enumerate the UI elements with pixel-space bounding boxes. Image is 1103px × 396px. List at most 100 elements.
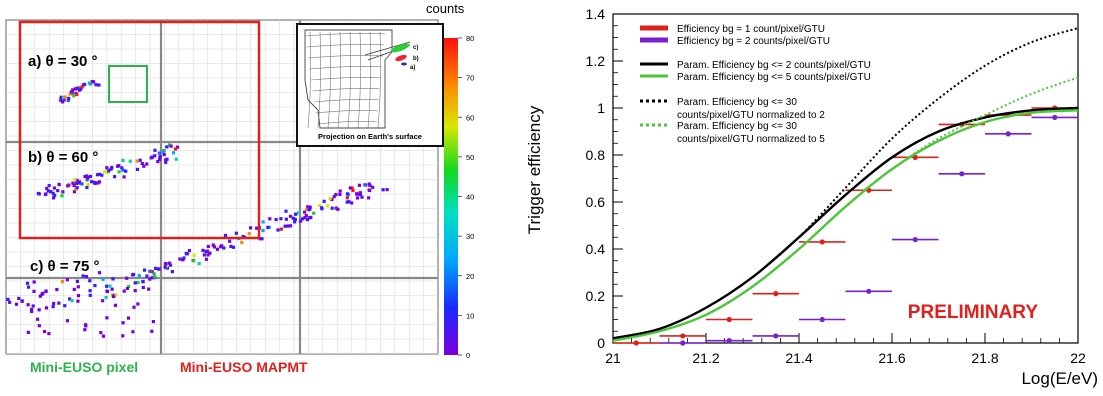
colorbar (444, 38, 458, 355)
track-pixel (111, 294, 116, 299)
track-pixel (26, 330, 30, 335)
inset-mesh-line (347, 31, 351, 129)
track-pixel (300, 217, 305, 221)
track-pixel (133, 289, 137, 293)
track-pixel (291, 216, 295, 220)
track-pixel (334, 192, 338, 197)
track-pixel (71, 88, 75, 92)
track-pixel (83, 328, 87, 332)
y-tick-label: 0.4 (586, 241, 606, 257)
track-pixel (61, 100, 65, 104)
track-pixel (77, 180, 82, 184)
track-pixel (358, 191, 362, 195)
track-pixel (164, 160, 168, 164)
x-tick-label: 21.8 (971, 350, 998, 366)
track-pixel (334, 206, 338, 210)
inset-track-a (401, 62, 407, 66)
track-pixel (72, 94, 76, 98)
track-pixel (90, 180, 94, 184)
track-pixel (303, 210, 307, 214)
track-pixel (14, 302, 19, 306)
track-pixel (367, 188, 371, 192)
track-pixel (6, 297, 10, 301)
inset-mesh-line (337, 31, 341, 129)
track-pixel (32, 280, 36, 284)
track-pixel (93, 180, 97, 185)
colorbar-tick-label: 80 (466, 34, 474, 43)
track-pixel (147, 287, 151, 291)
track-pixel (84, 274, 88, 279)
track-pixel (288, 224, 293, 228)
track-pixel (56, 188, 60, 193)
track-pixel (261, 220, 265, 224)
track-pixel (296, 211, 300, 215)
track-pixel (175, 145, 180, 149)
inset-mesh-line (310, 77, 382, 81)
inset-mesh-line (367, 31, 371, 129)
track-pixel (138, 158, 142, 162)
track-pixel (98, 172, 102, 176)
track-pixel (260, 237, 264, 241)
track-pixel (279, 227, 283, 231)
track-pixel (303, 215, 307, 220)
track-pixel (131, 330, 135, 334)
track-pixel (345, 200, 349, 204)
inset-mesh-line (307, 55, 384, 59)
x-tick-label: 21.2 (692, 350, 719, 366)
track-pixel (67, 96, 71, 101)
colorbar-tick-label: 0 (466, 351, 470, 360)
track-pixel (95, 173, 100, 177)
inset-track-b (395, 54, 407, 62)
track-pixel (57, 301, 61, 305)
angle-label-a: a) θ = 30 ° (28, 53, 98, 70)
data-point (680, 340, 686, 346)
track-pixel (381, 188, 385, 192)
track-pixel (187, 249, 191, 253)
inset-mesh-line (315, 110, 379, 114)
track-pixel (20, 299, 24, 303)
inset-mesh-line (316, 121, 378, 125)
track-pixel (125, 286, 130, 291)
track-pixel (308, 205, 312, 209)
track-pixel (168, 263, 173, 267)
track-pixel (44, 289, 48, 294)
track-pixel (171, 151, 176, 155)
inset-caption: Projection on Earth's surface (318, 132, 422, 141)
track-pixel (345, 192, 350, 196)
track-pixel (86, 182, 90, 187)
track-pixel (124, 169, 128, 173)
colorbar-tick-label: 10 (466, 311, 474, 320)
efficiency-chart-panel: Trigger efficiency Log(E/eV) 0 0.2 0.4 0.6 0… (500, 0, 1103, 391)
track-pixel (101, 334, 106, 338)
track-pixel (72, 287, 76, 292)
track-pixel (121, 168, 125, 172)
track-pixel (37, 324, 41, 328)
track-pixel (88, 174, 93, 179)
track-pixel (25, 281, 30, 285)
track-pixel (299, 219, 303, 223)
track-pixel (157, 151, 161, 155)
track-pixel (322, 199, 326, 203)
track-pixel (288, 214, 293, 218)
track-pixel (357, 183, 362, 187)
track-pixel (248, 226, 253, 230)
track-pixel (223, 233, 228, 238)
track-pixel (371, 185, 375, 189)
inset-mesh (304, 29, 393, 129)
track-pixel (55, 287, 59, 292)
track-pixel (38, 294, 42, 298)
track-pixel (117, 164, 121, 168)
inset-mesh-line (309, 66, 383, 70)
track-pixel (63, 95, 67, 99)
track-pixel (80, 182, 84, 186)
track-pixel (127, 284, 131, 288)
track-pixel (132, 305, 136, 309)
track-pixel (153, 148, 157, 152)
track-pixel (105, 316, 109, 320)
track-image-svg: a) θ = 30 ° b) θ = 60 ° c) θ = 75 ° c) b… (5, 1, 474, 375)
track-pixel (49, 190, 53, 194)
track-pixel (156, 160, 160, 164)
track-pixel (30, 309, 34, 314)
track-pixel (204, 257, 209, 261)
track-pixel (71, 181, 75, 185)
